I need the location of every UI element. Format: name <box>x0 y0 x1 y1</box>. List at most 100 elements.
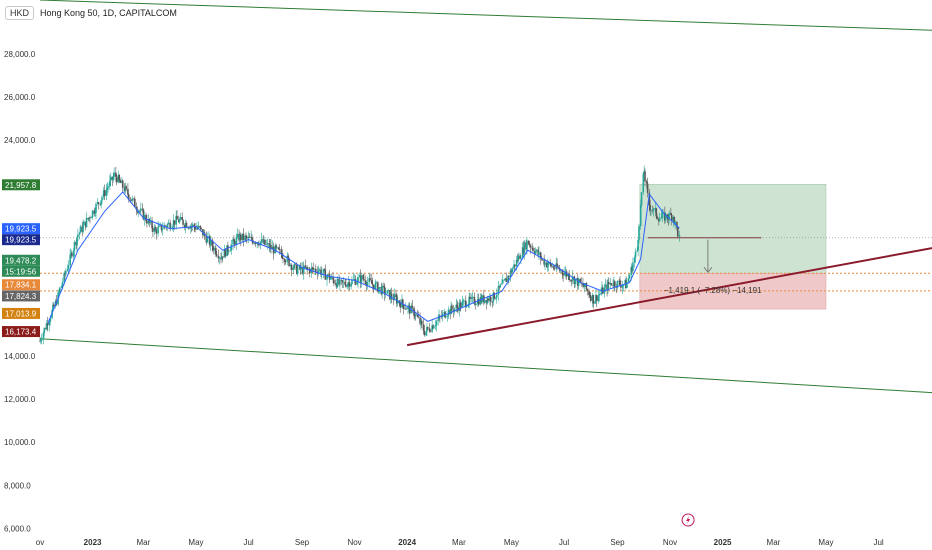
candle-body <box>239 234 241 241</box>
candle-body <box>323 269 326 270</box>
candle-body <box>268 243 271 249</box>
candle-body <box>351 279 353 284</box>
candle-body <box>363 279 365 281</box>
x-tick-label: Jul <box>243 538 253 547</box>
candle-body <box>570 280 573 281</box>
candle-body <box>443 311 446 314</box>
candle-body <box>459 302 462 308</box>
candle-body <box>211 240 214 247</box>
candle-body <box>535 249 538 252</box>
candle-body <box>84 221 87 227</box>
candle-body <box>408 305 410 307</box>
candle-body <box>93 210 96 214</box>
candle-body <box>161 228 164 231</box>
price-label-box <box>2 223 40 235</box>
candle-body <box>582 282 584 286</box>
candle-body <box>115 172 117 177</box>
candle-body <box>550 263 552 267</box>
candle-body <box>628 274 631 279</box>
candle-body <box>589 296 592 301</box>
candle-body <box>39 340 41 342</box>
candle-body <box>103 190 106 196</box>
price-label-box <box>2 254 40 266</box>
candle-body <box>619 281 621 285</box>
candle-body <box>151 220 153 229</box>
candle-body <box>252 240 254 244</box>
candle-body <box>339 279 341 285</box>
candle-body <box>434 325 437 327</box>
candle-body <box>333 279 335 284</box>
candle-body <box>564 271 567 273</box>
candle-body <box>643 171 645 174</box>
candle-body <box>233 240 236 245</box>
candle-body <box>348 282 351 287</box>
candle-body <box>374 283 377 290</box>
candle-body <box>42 333 45 340</box>
candle-body <box>402 304 405 310</box>
price-label-box <box>2 234 40 246</box>
candle-body <box>447 309 450 316</box>
candle-body <box>276 247 278 249</box>
candle-body <box>508 276 510 278</box>
candle-body <box>127 188 129 195</box>
candle-body <box>405 308 408 310</box>
candle-body <box>335 284 338 288</box>
candle-body <box>105 189 108 196</box>
price-label-text: 19,478.2 <box>5 256 37 265</box>
candle-body <box>85 217 88 227</box>
candle-body <box>250 236 252 238</box>
candle-body <box>491 301 494 303</box>
candle-body <box>64 273 66 275</box>
candle-body <box>281 253 283 259</box>
candle-body <box>495 294 498 298</box>
candle-body <box>327 274 329 277</box>
candle-body <box>470 297 473 299</box>
candle-body <box>652 208 655 211</box>
candle-body <box>69 254 71 266</box>
candle-body <box>49 318 52 322</box>
candle-body <box>306 267 308 269</box>
candle-body <box>178 219 181 223</box>
candle-body <box>318 269 321 271</box>
candle-body <box>300 267 302 270</box>
trendline <box>406 247 932 347</box>
candle-body <box>271 246 274 249</box>
candle-body <box>286 255 289 262</box>
candle-body <box>501 283 503 285</box>
candle-body <box>395 294 397 297</box>
candle-body <box>589 294 591 297</box>
candle-body <box>588 291 590 295</box>
candle-body <box>88 217 90 220</box>
candle-body <box>305 267 308 268</box>
candle-body <box>545 262 548 268</box>
candle-body <box>124 186 127 192</box>
candle-body <box>504 278 507 280</box>
candle-body <box>292 268 295 271</box>
candle-body <box>70 253 72 255</box>
candle-body <box>58 291 60 293</box>
candle-body <box>378 287 381 289</box>
event-lightning-icon <box>681 513 695 527</box>
candle-body <box>262 239 265 244</box>
candle-body <box>97 202 100 204</box>
candle-body <box>607 282 609 291</box>
currency-badge[interactable]: HKD <box>5 6 35 20</box>
candle-body <box>489 296 491 301</box>
candle-body <box>125 186 127 189</box>
candle-body <box>171 226 174 228</box>
candle-body <box>416 314 419 317</box>
candle-body <box>75 241 77 246</box>
candle-body <box>634 251 637 258</box>
candle-body <box>515 259 518 267</box>
x-tick-label: Nov <box>347 538 361 547</box>
candle-body <box>650 210 652 211</box>
moving-average-line <box>47 191 680 324</box>
candle-body <box>654 208 657 210</box>
candle-body <box>227 251 230 253</box>
candle-body <box>246 236 248 239</box>
candle-body <box>656 216 658 219</box>
candle-body <box>360 275 363 283</box>
candle-body <box>586 289 589 292</box>
candle-body <box>299 265 302 270</box>
